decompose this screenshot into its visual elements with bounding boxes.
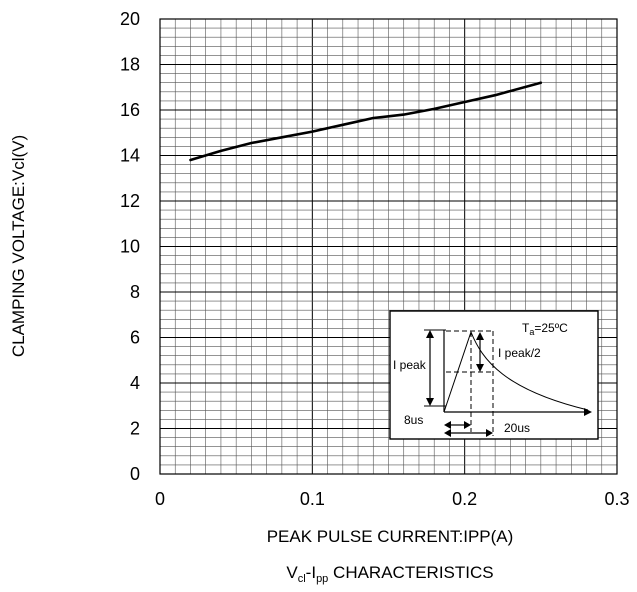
inset-ihalf-arrowhead-top — [476, 332, 484, 340]
y-tick-label: 2 — [130, 419, 140, 439]
x-tick-label: 0 — [155, 489, 165, 509]
y-axis-label: CLAMPING VOLTAGE:Vcl(V) — [9, 135, 28, 357]
inset-rise-label: 8us — [404, 413, 423, 427]
inset-ihalf-label: I peak/2 — [498, 346, 541, 360]
x-ticks: 0 0.1 0.2 0.3 — [155, 489, 630, 509]
x-tick-label: 0.1 — [300, 489, 325, 509]
inset-waveform: Ta=25ºC I peak I peak/2 8us 20us — [389, 310, 599, 440]
y-tick-label: 16 — [120, 100, 140, 120]
inset-ipeak-label: I peak — [393, 358, 427, 372]
series-line — [189, 81, 543, 162]
plot-frame — [159, 18, 618, 475]
y-tick-label: 6 — [130, 328, 140, 348]
inset-half-time-label: 20us — [504, 421, 530, 435]
y-tick-label: 10 — [120, 237, 140, 257]
inset-ipeak-arrowhead-bottom — [426, 398, 434, 406]
x-tick-label: 0.2 — [452, 489, 477, 509]
inset-temp-label: Ta=25ºC — [522, 321, 568, 337]
y-tick-label: 20 — [120, 9, 140, 29]
y-tick-label: 18 — [120, 55, 140, 75]
caption-v: V — [286, 563, 298, 582]
inset-rise-arrowhead-left — [444, 421, 451, 429]
inset-ihalf-arrowhead-bottom — [476, 364, 484, 372]
inset-box — [389, 310, 599, 440]
caption-v-sub: cl — [298, 573, 306, 585]
inset-rise-arrowhead-right — [464, 421, 471, 429]
y-tick-label: 12 — [120, 191, 140, 211]
y-tick-label: 8 — [130, 282, 140, 302]
inset-half-time-arrowhead-right — [486, 429, 493, 437]
y-tick-label: 0 — [130, 464, 140, 484]
x-tick-label: 0.3 — [604, 489, 629, 509]
inset-half-time-arrowhead-left — [444, 429, 451, 437]
y-tick-label: 4 — [130, 373, 140, 393]
inset-pulse-curve — [443, 330, 589, 413]
chart-caption: Vcl-Ipp CHARACTERISTICS — [286, 563, 493, 585]
caption-dash: -I — [306, 563, 316, 582]
x-axis-label: PEAK PULSE CURRENT:IPP(A) — [267, 527, 514, 546]
y-ticks: 0 2 4 6 8 10 12 14 16 18 20 — [120, 9, 140, 484]
inset-ipeak-arrowhead-top — [426, 330, 434, 338]
y-tick-label: 14 — [120, 146, 140, 166]
series — [189, 81, 543, 162]
caption-rest: CHARACTERISTICS — [328, 563, 493, 582]
caption-i-sub: pp — [316, 573, 328, 585]
